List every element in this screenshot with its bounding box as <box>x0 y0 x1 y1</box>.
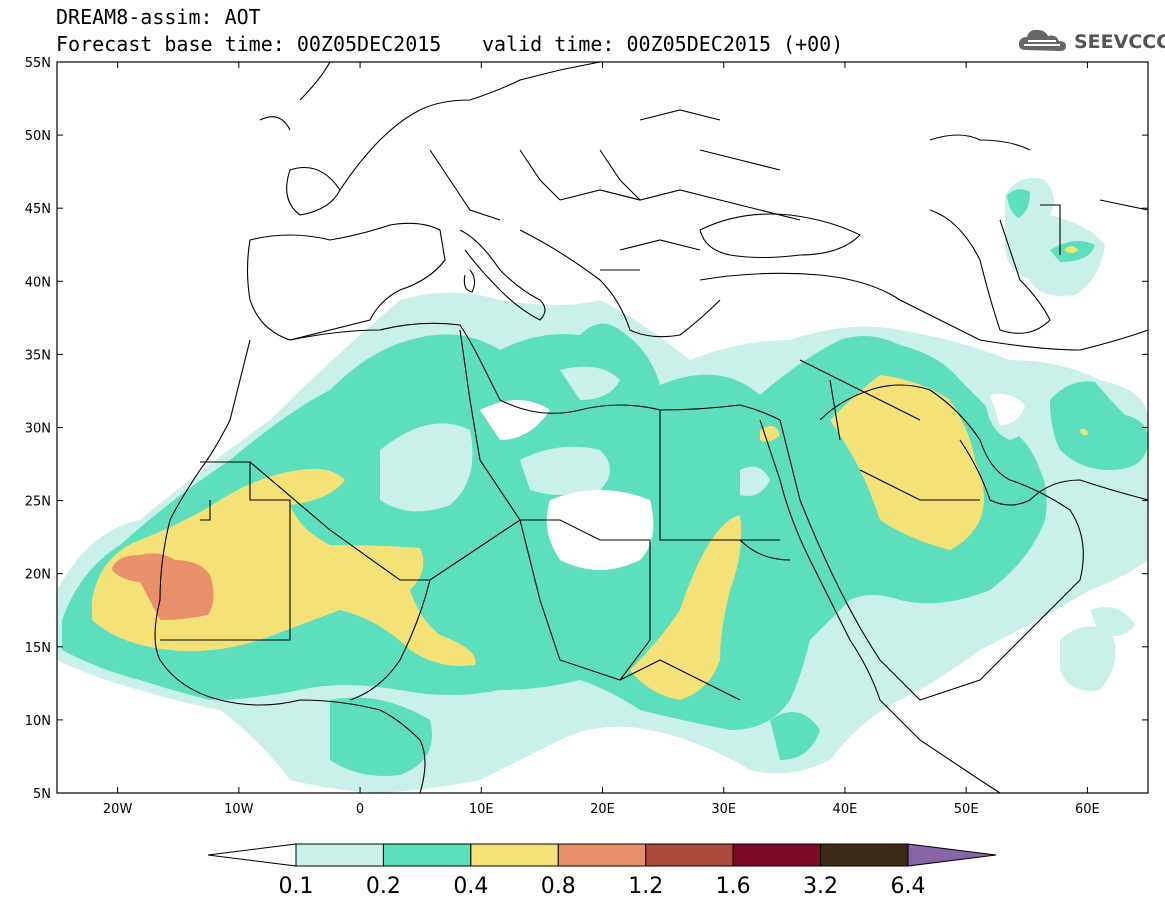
colorbar-swatch <box>557 843 647 867</box>
lat-tick-label: 35N <box>25 348 51 363</box>
longitude-axis: 20W 10W 0 10E 20E 30E 40E 50E 60E <box>103 62 1100 817</box>
colorbar-label: 0.8 <box>541 874 576 899</box>
lat-tick-label: 55N <box>25 56 51 71</box>
map-title: DREAM8-assim: AOT <box>56 5 261 29</box>
colorbar-swatch <box>820 843 909 867</box>
colorbar-label: 1.6 <box>716 874 751 899</box>
seevccc-logo <box>1016 24 1156 56</box>
lon-tick-label: 60E <box>1075 802 1100 817</box>
lon-tick-label: 0 <box>356 802 364 817</box>
colorbar-label: 1.2 <box>628 874 663 899</box>
lat-tick-label: 45N <box>25 202 51 217</box>
lon-tick-label: 10W <box>224 802 254 817</box>
colorbar-label: 3.2 <box>803 874 838 899</box>
lon-tick-label: 50E <box>954 802 979 817</box>
colorbar-over-triangle <box>907 843 997 867</box>
valid-time: valid time: 00Z05DEC2015 (+00) <box>482 32 844 56</box>
latitude-axis: 55N 50N 45N 40N 35N 30N 25N 20N 15N 10N 5N <box>25 56 1148 802</box>
colorbar-swatch <box>645 843 734 867</box>
colorbar-label: 6.4 <box>891 874 926 899</box>
colorbar-label: 0.1 <box>279 874 314 899</box>
lon-tick-label: 20E <box>590 802 615 817</box>
lon-tick-label: 20W <box>103 802 133 817</box>
lat-tick-label: 30N <box>25 422 51 437</box>
colorbar-swatch <box>470 843 559 867</box>
lon-tick-label: 30E <box>711 802 736 817</box>
colorbar-swatch <box>382 843 472 867</box>
logo-text: SEEVCCC <box>1074 31 1165 53</box>
lat-tick-label: 40N <box>25 275 51 290</box>
colorbar-label: 0.2 <box>366 874 401 899</box>
colorbar-under-triangle <box>207 843 297 867</box>
cloud-icon <box>1018 29 1066 51</box>
lat-tick-label: 25N <box>25 495 51 510</box>
country-borders <box>154 62 1148 793</box>
aot-contour-layer <box>57 177 1148 793</box>
lat-tick-label: 50N <box>25 129 51 144</box>
forecast-base-time: Forecast base time: 00Z05DEC2015 <box>56 32 442 56</box>
aot-clear-areas <box>480 393 1025 570</box>
aot-band-0-1-inner <box>380 366 1033 512</box>
colorbar-label: 0.4 <box>453 874 488 899</box>
lat-tick-label: 15N <box>25 641 51 656</box>
lon-tick-label: 10E <box>469 802 494 817</box>
aot-band-0-8 <box>112 553 214 620</box>
lon-tick-label: 40E <box>833 802 858 817</box>
colorbar-swatch <box>732 843 822 867</box>
lat-tick-label: 10N <box>25 714 51 729</box>
lat-tick-label: 20N <box>25 568 51 583</box>
lat-tick-label: 5N <box>33 787 51 802</box>
aot-colorbar: 0.1 0.2 0.4 0.8 1.2 1.6 3.2 6.4 <box>207 843 997 899</box>
colorbar-swatch <box>295 843 384 867</box>
